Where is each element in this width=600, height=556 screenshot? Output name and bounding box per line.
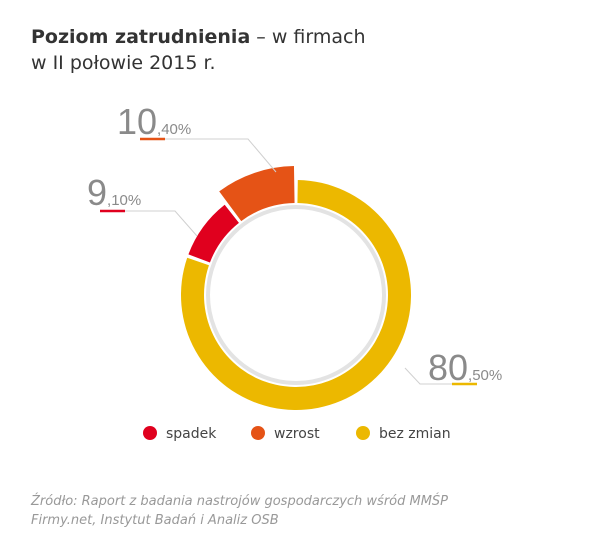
label-wzrost: 10,40% <box>117 101 191 142</box>
legend-dot-spadek <box>143 426 157 440</box>
label-bez-zmian: 80,50% <box>428 347 502 388</box>
title-line2: w II połowie 2015 r. <box>31 52 216 74</box>
label-spadek: 9,10% <box>87 172 141 213</box>
leader-line-spadek <box>100 210 198 237</box>
legend-dot-wzrost <box>251 426 265 440</box>
source-line2: Firmy.net, Instytut Badań i Analiz OSB <box>31 513 279 528</box>
title-rest: – w firmach <box>250 26 366 48</box>
title-bold: Poziom zatrudnienia <box>31 26 251 48</box>
inner-ring <box>206 205 386 385</box>
source-line1: Źródło: Raport z badania nastrojów gospo… <box>31 494 449 509</box>
legend-dot-bez-zmian <box>356 426 370 440</box>
legend-label-bez-zmian: bez zmian <box>379 426 451 442</box>
chart-title: Poziom zatrudnienia – w firmach w II poł… <box>31 24 366 76</box>
legend-label-wzrost: wzrost <box>274 426 320 442</box>
leader-line-wzrost <box>140 138 277 173</box>
source-note: Źródło: Raport z badania nastrojów gospo… <box>31 492 448 530</box>
legend-label-spadek: spadek <box>166 426 217 442</box>
slice-spadek <box>188 204 239 263</box>
slice-wzrost <box>219 166 295 222</box>
